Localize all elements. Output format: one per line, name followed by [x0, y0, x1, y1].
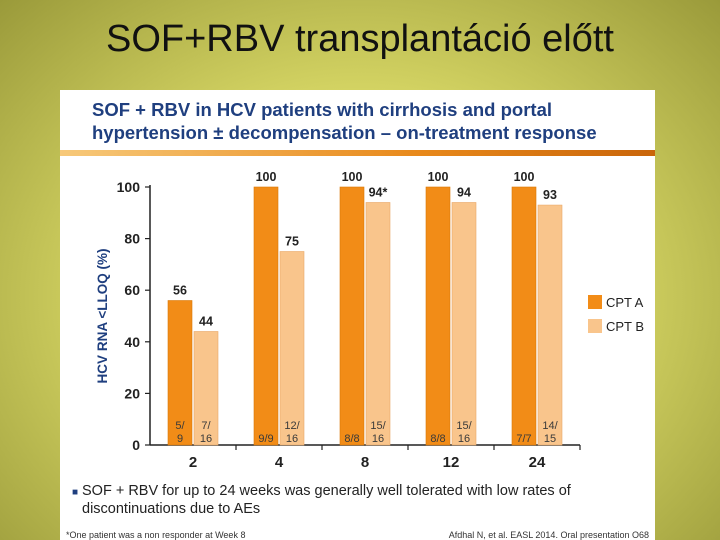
- bar-cpt-b: [279, 251, 305, 446]
- bar-count-label: 16: [458, 433, 470, 445]
- legend-swatch: [588, 319, 602, 333]
- bar-count-label: 8/8: [344, 433, 359, 445]
- bar-value-label: 100: [514, 170, 535, 184]
- bar-value-label: 93: [543, 188, 557, 202]
- chart-panel: SOF + RBV in HCV patients with cirrhosis…: [60, 90, 655, 540]
- y-tick-label: 60: [124, 282, 140, 298]
- bar-count-label: 15: [544, 433, 556, 445]
- y-tick-label: 40: [124, 334, 140, 350]
- bar-count-label: 5/: [175, 420, 185, 432]
- header-divider-bar: [60, 150, 655, 156]
- x-tick-label: 2: [189, 454, 197, 471]
- bar-cpt-b: [365, 202, 391, 446]
- slide-title: SOF+RBV transplantáció előtt: [106, 18, 614, 60]
- bar-count-label: 7/7: [516, 433, 531, 445]
- citation: Afdhal N, et al. EASL 2014. Oral present…: [448, 530, 649, 540]
- bar-value-label: 100: [428, 170, 449, 184]
- footnote: *One patient was a non responder at Week…: [66, 530, 246, 540]
- bar-count-label: 16: [372, 433, 384, 445]
- bullet-text: SOF + RBV for up to 24 weeks was general…: [82, 483, 571, 517]
- bar-count-label: 9: [177, 433, 183, 445]
- bar-cpt-a: [339, 186, 365, 446]
- x-tick-label: 24: [529, 454, 546, 471]
- bar-cpt-b: [193, 331, 219, 446]
- bar-count-label: 12/: [284, 420, 300, 432]
- bar-count-label: 8/8: [430, 433, 445, 445]
- bar-count-label: 9/9: [258, 433, 273, 445]
- legend-swatch: [588, 295, 602, 309]
- tolerability-bullet: ■ SOF + RBV for up to 24 weeks was gener…: [72, 482, 642, 518]
- bar-count-label: 15/: [456, 420, 472, 432]
- y-tick-label: 80: [124, 231, 140, 247]
- panel-heading-line-2: hypertension ± decompensation – on-treat…: [92, 122, 597, 143]
- bar-value-label: 56: [173, 284, 187, 298]
- bar-cpt-a: [167, 300, 193, 446]
- x-tick-label: 12: [443, 454, 460, 471]
- panel-heading: SOF + RBV in HCV patients with cirrhosis…: [92, 98, 652, 144]
- bar-count-label: 7/: [201, 420, 211, 432]
- bar-value-label: 100: [342, 170, 363, 184]
- bar-count-label: 15/: [370, 420, 386, 432]
- y-tick-label: 100: [117, 179, 141, 195]
- legend-label: CPT A: [606, 295, 644, 310]
- bar-count-label: 16: [286, 433, 298, 445]
- bar-cpt-a: [253, 186, 279, 446]
- y-axis-label: HCV RNA <LLOQ (%): [95, 249, 110, 384]
- bar-value-label: 75: [285, 235, 299, 249]
- panel-heading-line-1: SOF + RBV in HCV patients with cirrhosis…: [92, 99, 552, 120]
- bar-value-label: 44: [199, 314, 213, 328]
- bullet-marker-icon: ■: [72, 487, 79, 498]
- y-tick-label: 20: [124, 385, 140, 401]
- bar-cpt-b: [537, 204, 563, 446]
- x-tick-label: 4: [275, 454, 284, 471]
- bar-count-label: 14/: [542, 420, 558, 432]
- legend-label: CPT B: [606, 319, 644, 334]
- bar-cpt-a: [511, 186, 537, 446]
- x-tick-label: 8: [361, 454, 369, 471]
- bar-value-label: 94: [457, 185, 471, 199]
- y-tick-label: 0: [132, 437, 140, 453]
- bar-count-label: 16: [200, 433, 212, 445]
- bar-cpt-a: [425, 186, 451, 446]
- bar-cpt-b: [451, 202, 477, 446]
- bar-value-label: 94*: [369, 185, 388, 199]
- bar-value-label: 100: [256, 170, 277, 184]
